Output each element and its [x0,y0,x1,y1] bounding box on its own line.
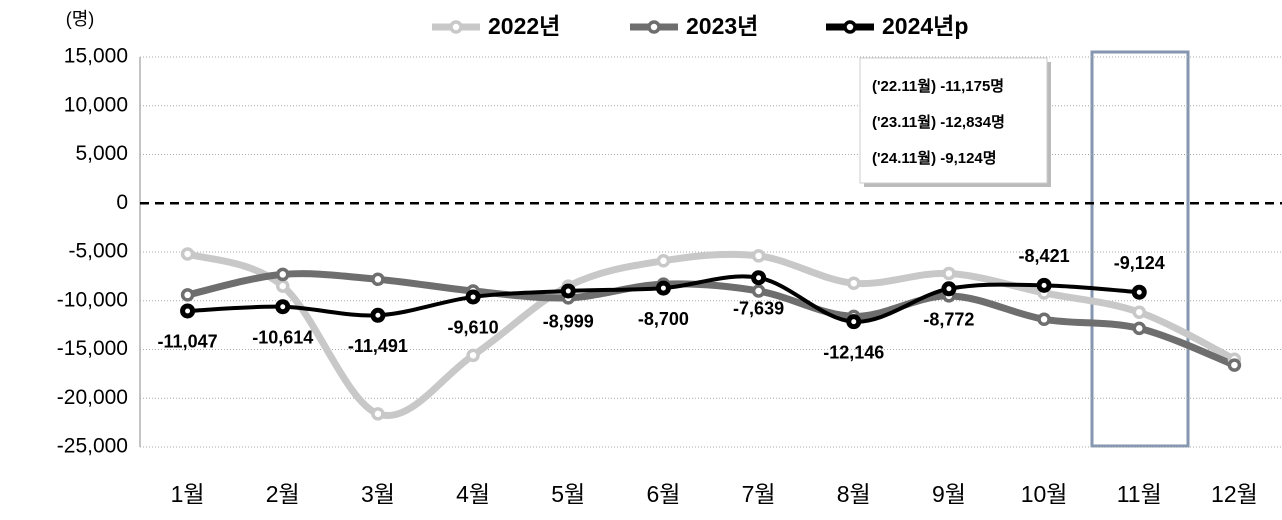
data-label: -11,047 [158,332,218,352]
data-label: -9,610 [448,318,499,338]
x-tick-label: 12월 [1211,481,1258,507]
point-marker [371,407,385,421]
data-label: -12,146 [823,342,884,362]
point-marker [180,247,195,261]
point-marker [276,279,290,293]
legend-label: 2024년p [882,13,968,39]
x-tick-label: 1월 [171,481,205,507]
x-tick-label: 6월 [646,481,680,507]
point-marker [180,303,196,319]
point-marker [370,307,386,323]
point-marker [180,288,195,302]
unit-label: (명) [66,9,95,29]
legend-marker [843,20,857,34]
point-marker [276,267,290,282]
point-marker [275,299,291,315]
legend-marker [449,20,463,34]
y-tick-label: 10,000 [64,93,128,116]
x-tick-label: 9월 [932,481,966,507]
point-marker [846,314,862,330]
x-tick-label: 10월 [1021,481,1068,507]
x-tick-label: 3월 [361,481,395,507]
point-marker [1227,358,1242,372]
point-marker [466,348,480,363]
point-marker [1132,321,1146,336]
y-tick-label: 0 [116,191,128,214]
y-tick-label: -15,000 [57,337,128,360]
data-label: -8,421 [1019,246,1070,266]
data-label: -8,999 [543,312,594,332]
data-label: -8,772 [923,310,974,330]
annotation: ('24.11월) -9,124명 [872,149,997,167]
point-marker [847,276,861,290]
legend-label: 2023년 [686,13,758,39]
point-marker [1131,284,1147,300]
data-label: -10,614 [252,327,313,347]
point-marker [1036,277,1052,293]
data-label: -8,700 [638,309,689,329]
y-tick-label: 5,000 [75,142,128,165]
x-tick-label: 11월 [1117,481,1162,507]
y-tick-label: -10,000 [57,288,128,311]
point-marker [751,270,767,286]
legend-label: 2022년 [488,13,560,39]
point-marker [942,266,956,281]
highlight-box [1090,50,1190,448]
point-marker [371,272,385,287]
x-tick-label: 5월 [551,481,585,507]
point-marker [1132,305,1146,319]
y-tick-label: -20,000 [57,386,128,409]
y-tick-label: -25,000 [57,435,128,458]
point-marker [1037,312,1051,327]
point-marker [941,281,957,297]
point-marker [656,254,671,268]
point-marker [751,249,766,263]
x-tick-label: 4월 [456,481,490,507]
point-marker [655,280,671,296]
point-marker [751,284,766,298]
y-tick-label: -5,000 [68,240,128,263]
data-label: -7,639 [733,298,784,318]
x-tick-label: 2월 [266,481,300,507]
annotation: ('22.11월) -11,175명 [872,77,1004,95]
legend-marker [647,20,661,34]
x-tick-label: 8월 [837,481,871,507]
annotation: ('23.11월) -12,834명 [872,113,1005,131]
y-tick-label: 15,000 [64,45,128,68]
note-box [859,57,1048,184]
data-label: -9,124 [1114,253,1165,273]
x-tick-label: 7월 [742,481,776,507]
point-marker [465,289,481,305]
data-label: -11,491 [348,336,408,356]
point-marker [560,283,576,299]
